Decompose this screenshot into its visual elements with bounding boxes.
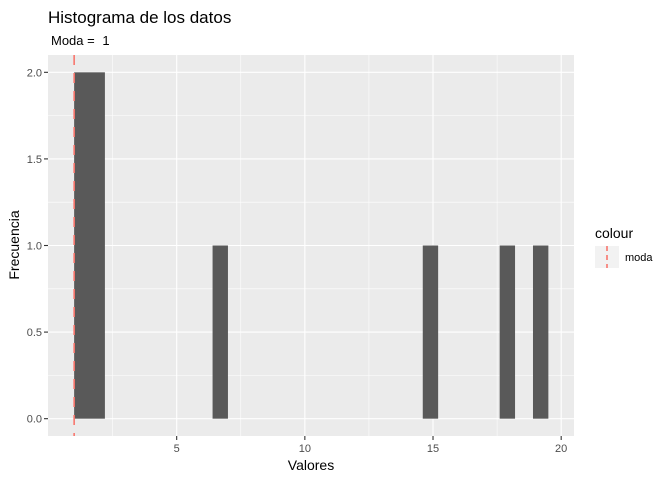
y-tick-label: 0.5 — [27, 327, 42, 339]
chart-subtitle: Moda = 1 — [51, 33, 110, 48]
y-tick-label: 2.0 — [27, 67, 42, 79]
x-axis-title: Valores — [288, 457, 334, 473]
legend-item-moda: moda — [625, 252, 653, 264]
histogram-bar — [212, 245, 228, 419]
histogram-bar — [74, 72, 105, 419]
x-tick-label: 10 — [299, 443, 311, 455]
x-tick-label: 15 — [427, 443, 439, 455]
y-tick-label: 1.5 — [27, 154, 42, 166]
subtitle-label: Moda = — [51, 33, 98, 48]
x-tick-label: 5 — [174, 443, 180, 455]
x-axis: 5 10 15 20 — [174, 436, 567, 455]
x-tick-label: 20 — [555, 443, 567, 455]
histogram-bars — [74, 72, 549, 419]
legend-title: colour — [595, 225, 633, 241]
histogram-bar — [422, 245, 439, 419]
y-axis-title: Frecuencia — [6, 210, 22, 279]
subtitle-value: 1 — [102, 33, 109, 48]
histogram-bar — [499, 245, 516, 419]
y-tick-label: 1.0 — [27, 241, 42, 253]
histogram-bar — [532, 245, 549, 419]
chart-title: Histograma de los datos — [48, 8, 231, 27]
y-axis: 0.0 0.5 1.0 1.5 2.0 — [27, 67, 48, 426]
legend: colour moda — [595, 225, 653, 268]
y-tick-label: 0.0 — [27, 414, 42, 426]
